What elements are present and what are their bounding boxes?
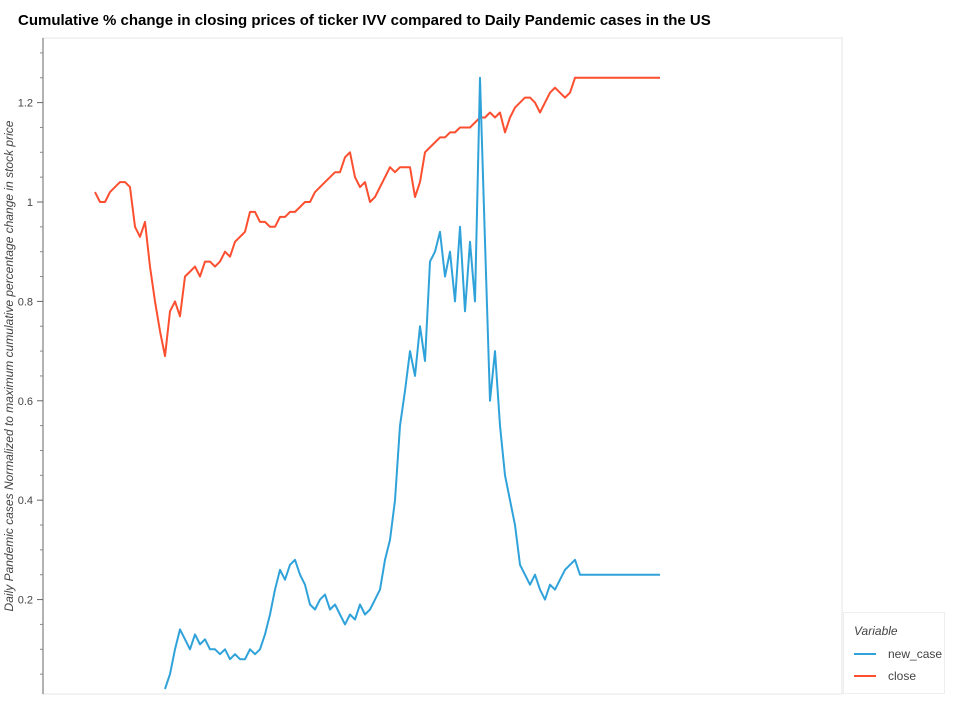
legend-item-close[interactable]: close: [854, 668, 916, 684]
y-tick-label: 1.2: [18, 98, 33, 110]
y-tick-label: 0.6: [18, 396, 33, 408]
legend-label-new-case: new_case: [888, 647, 943, 661]
legend-label-close: close: [888, 669, 917, 683]
series-line-new-case: [164, 76, 660, 690]
y-axis: 0.2 0.4 0.6 0.8 1 1.2: [18, 38, 44, 694]
y-axis-label: Daily Pandemic cases Normalized to maxim…: [2, 120, 16, 611]
chart-title: Cumulative % change in closing prices of…: [18, 12, 711, 29]
y-tick-label: 0.8: [18, 296, 33, 308]
legend: Variable new_case close: [843, 612, 945, 694]
legend-swatch-new-case: [854, 653, 876, 655]
y-tick-label: 0.2: [18, 595, 33, 607]
series-layer: [94, 76, 660, 690]
legend-swatch-close: [854, 675, 876, 677]
series-line-close: [94, 76, 660, 358]
legend-item-new-case[interactable]: new_case: [854, 646, 942, 662]
y-tick-label: 0.4: [18, 495, 33, 507]
y-tick-label: 1: [27, 197, 33, 209]
legend-title: Variable: [854, 624, 898, 638]
